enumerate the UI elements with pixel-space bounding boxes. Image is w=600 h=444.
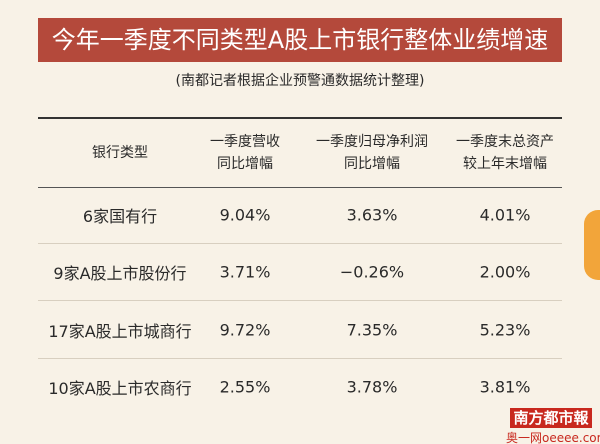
column-header: 银行类型 xyxy=(92,142,148,164)
row-label: 17家A股上市城商行 xyxy=(48,322,192,341)
column-header: 一季度营收 同比增幅 xyxy=(210,131,280,175)
header-line: 同比增幅 xyxy=(344,156,400,172)
header-line: 较上年末增幅 xyxy=(463,156,547,172)
header-line: 一季度归母净利润 xyxy=(316,134,428,150)
table-top-rule xyxy=(38,117,562,119)
cell-value: 2.55% xyxy=(219,377,271,397)
subtitle: (南都记者根据企业预警通数据统计整理) xyxy=(175,73,425,89)
header-line: 一季度营收 xyxy=(210,134,280,150)
header-line: 银行类型 xyxy=(92,145,148,161)
cell-value: 4.01% xyxy=(479,205,531,225)
logo: 南方都市報 xyxy=(510,408,592,428)
row-label: 9家A股上市股份行 xyxy=(53,264,187,283)
header-rule xyxy=(38,187,562,188)
cell-value: −0.26% xyxy=(339,262,405,282)
title: 今年一季度不同类型A股上市银行整体业绩增速 xyxy=(38,18,562,62)
cell-value: 2.00% xyxy=(479,262,531,282)
header-line: 一季度末总资产 xyxy=(456,134,554,150)
cell-value: 3.81% xyxy=(479,377,531,397)
row-rule xyxy=(38,358,562,359)
header-line: 同比增幅 xyxy=(217,156,273,172)
cell-value: 3.71% xyxy=(219,262,271,282)
cell-value: 9.72% xyxy=(219,320,271,340)
column-header: 一季度归母净利润 同比增幅 xyxy=(316,131,428,175)
cell-value: 3.63% xyxy=(346,205,398,225)
site-name: 奥一网oeeee.com xyxy=(506,431,600,444)
cell-value: 9.04% xyxy=(219,205,271,225)
row-label: 6家国有行 xyxy=(82,207,158,226)
decoration xyxy=(584,210,600,280)
cell-value: 3.78% xyxy=(346,377,398,397)
row-label: 10家A股上市农商行 xyxy=(48,379,192,398)
cell-value: 5.23% xyxy=(479,320,531,340)
row-rule xyxy=(38,243,562,244)
cell-value: 7.35% xyxy=(346,320,398,340)
column-header: 一季度末总资产 较上年末增幅 xyxy=(456,131,554,175)
row-rule xyxy=(38,300,562,301)
